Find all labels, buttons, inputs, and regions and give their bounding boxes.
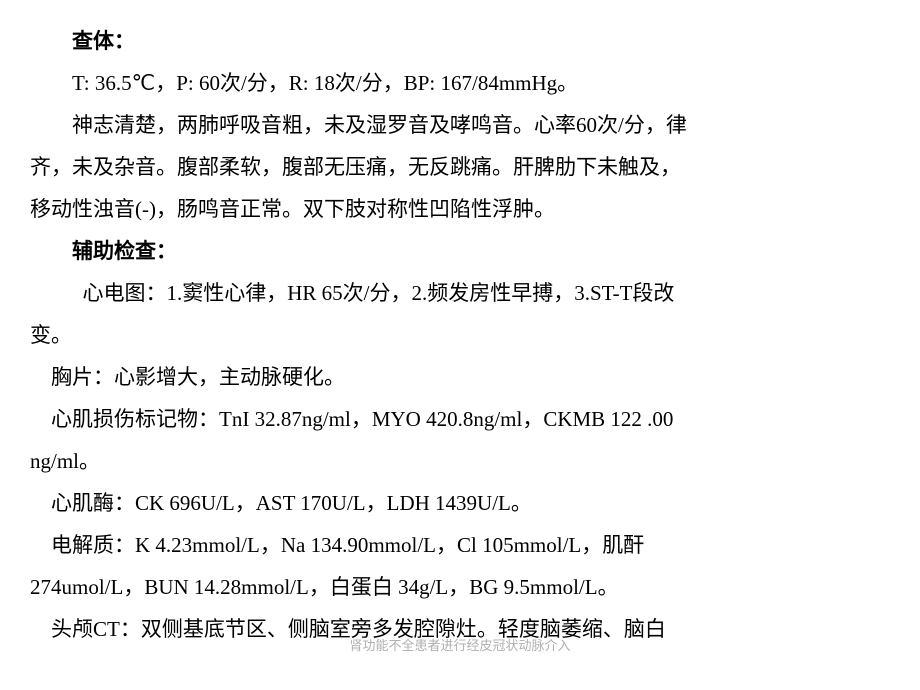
ecg-line-2: 变。 <box>30 314 890 356</box>
findings-line-1: 神志清楚，两肺呼吸音粗，未及湿罗音及哮鸣音。心率60次/分，律 <box>30 104 890 146</box>
electrolytes-line-1: 电解质：K 4.23mmol/L，Na 134.90mmol/L，Cl 105m… <box>30 524 890 566</box>
vitals-line: T: 36.5℃，P: 60次/分，R: 18次/分，BP: 167/84mmH… <box>30 62 890 104</box>
chest-xray-line: 胸片：心影增大，主动脉硬化。 <box>30 356 890 398</box>
aux-exam-heading: 辅助检查： <box>30 230 890 272</box>
cardiac-markers-line-2: ng/ml。 <box>30 440 890 482</box>
ecg-line-1: 心电图：1.窦性心律，HR 65次/分，2.频发房性早搏，3.ST-T段改 <box>30 272 890 314</box>
physical-exam-heading: 查体： <box>30 20 890 62</box>
document-content: 查体： T: 36.5℃，P: 60次/分，R: 18次/分，BP: 167/8… <box>30 20 890 650</box>
cardiac-enzymes-line: 心肌酶：CK 696U/L，AST 170U/L，LDH 1439U/L。 <box>30 482 890 524</box>
findings-line-3: 移动性浊音(-)，肠鸣音正常。双下肢对称性凹陷性浮肿。 <box>30 188 890 230</box>
cardiac-markers-line-1: 心肌损伤标记物：TnI 32.87ng/ml，MYO 420.8ng/ml，CK… <box>30 398 890 440</box>
watermark-text: 肾功能不全患者进行经皮冠状动脉介入 <box>349 635 570 654</box>
electrolytes-line-2: 274umol/L，BUN 14.28mmol/L，白蛋白 34g/L，BG 9… <box>30 566 890 608</box>
findings-line-2: 齐，未及杂音。腹部柔软，腹部无压痛，无反跳痛。肝脾肋下未触及， <box>30 146 890 188</box>
